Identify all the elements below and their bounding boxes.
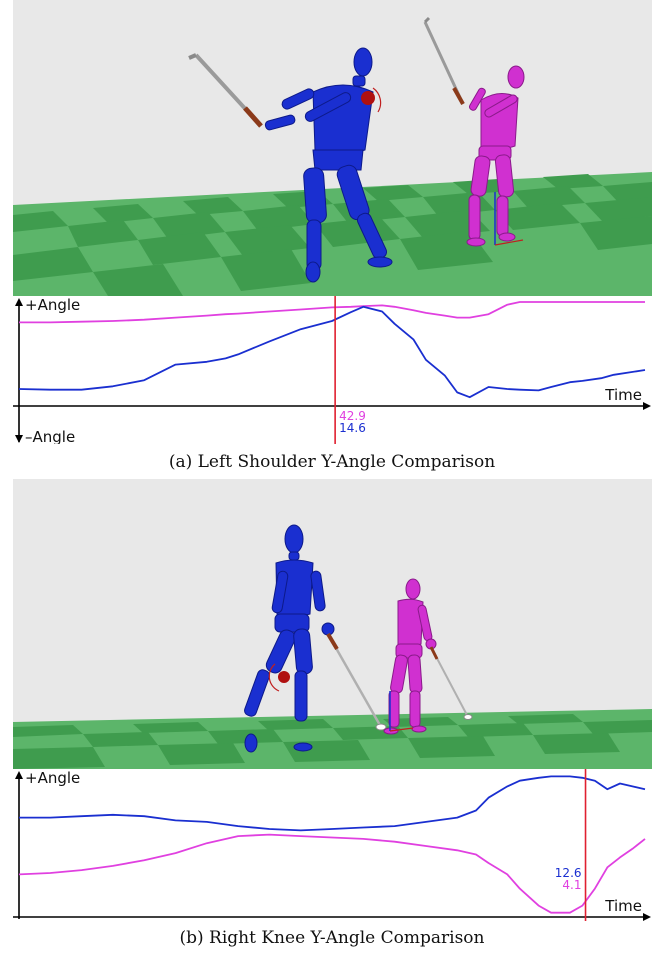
cursor-value-label-0: 12.6 [555, 866, 582, 880]
origin-axes [494, 192, 524, 246]
y-axis-arrow-up [15, 771, 23, 779]
cursor-value-label-0: 42.9 [339, 409, 366, 423]
caption-b: (b) Right Knee Y-Angle Comparison [179, 928, 485, 948]
y-axis-arrow-down [15, 435, 23, 443]
panel-left-shoulder: +Angle –Angle Time 42.9 14.6 (a) Left Should… [13, 0, 652, 472]
blue-golfer-figure [244, 524, 335, 753]
angle-plot-a: +Angle –Angle Time 42.9 14.6 [13, 296, 652, 444]
y-axis-label-negative: –Angle [25, 428, 75, 444]
x-axis-arrow [643, 913, 651, 921]
blue-golf-club [326, 632, 387, 731]
origin-axes [389, 691, 414, 732]
blue-golf-club [188, 53, 263, 128]
golf-scene-shoulder [13, 0, 652, 296]
golf-scene-knee [13, 479, 652, 769]
angle-chart-svg-b: +Angle Time 12.64.1 [13, 769, 651, 921]
y-axis-label-positive: +Angle [25, 769, 80, 787]
series-line-magenta [19, 301, 645, 324]
joint-marker-shoulder [361, 91, 375, 105]
magenta-golf-club [429, 646, 473, 720]
joint-arc [268, 663, 280, 692]
joint-arc [372, 87, 382, 113]
cursor-value-label-1: 4.1 [562, 878, 581, 892]
panel-right-knee: +Angle Time 12.6 4.1 (b) Right Knee Y-Angle… [0, 477, 664, 953]
scene-svg-b [13, 479, 652, 769]
y-axis-arrow-up [15, 298, 23, 306]
x-axis-label: Time [604, 386, 642, 404]
magenta-golfer-figure [466, 65, 525, 247]
x-axis-label: Time [604, 897, 642, 915]
joint-marker-knee [278, 671, 290, 683]
cursor-value-label-1: 14.6 [339, 421, 366, 435]
x-axis-arrow [643, 402, 651, 410]
y-axis-label-positive: +Angle [25, 296, 80, 314]
caption-a: (a) Left Shoulder Y-Angle Comparison [168, 452, 496, 472]
checker-floor [13, 709, 652, 769]
blue-golfer-figure [264, 47, 393, 283]
magenta-golf-club [423, 16, 465, 105]
series-line-blue [18, 305, 646, 399]
angle-chart-svg-a: +Angle –Angle Time 42.914.6 [13, 296, 651, 444]
series-line-blue [19, 775, 646, 832]
scene-svg-a [13, 0, 652, 296]
series-line-magenta [18, 833, 646, 914]
angle-plot-b: +Angle Time 12.6 4.1 [13, 769, 652, 921]
